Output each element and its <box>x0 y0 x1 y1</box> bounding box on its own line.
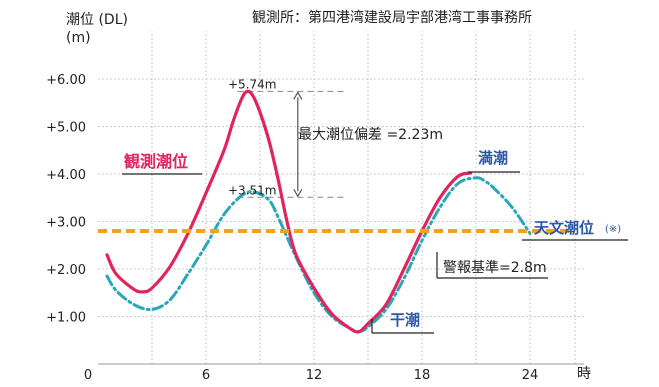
threshold-label: 警報基準=2.8m <box>443 259 547 276</box>
series-line-observed <box>105 89 473 334</box>
y-tick-label: +5.00 <box>46 121 86 136</box>
x-tick-label: 18 <box>414 368 431 383</box>
deviation-arrow-head-bottom <box>293 188 303 198</box>
deviation-arrow-head-top <box>293 91 303 100</box>
x-tick-label: 6 <box>202 368 210 383</box>
series-line-predicted <box>105 176 532 334</box>
deviation-label: 最大潮位偏差 =2.23m <box>298 127 443 143</box>
x-tick-labels: 0 6 12 18 24 <box>84 368 538 383</box>
y-tick-label: +1.00 <box>46 311 86 326</box>
observed-series-label: 観測潮位 <box>124 152 188 171</box>
x-tick-label: 12 <box>306 368 323 383</box>
x-tick-label: 0 <box>84 368 92 383</box>
peak-guides <box>237 90 347 198</box>
x-tick-label: 24 <box>522 368 539 383</box>
low-tide-label: 干潮 <box>390 311 420 329</box>
high-tide-label: 満潮 <box>478 149 508 167</box>
peak-observed-label: +5.74m <box>228 77 276 91</box>
predicted-note: (※) <box>605 224 621 235</box>
y-axis-unit: (m) <box>66 30 91 46</box>
y-tick-label: +2.00 <box>46 263 86 278</box>
y-tick-label: +4.00 <box>46 168 86 183</box>
y-axis-label: 潮位 (DL) <box>66 12 128 28</box>
y-tick-labels: +1.00 +2.00 +3.00 +4.00 +5.00 +6.00 <box>46 73 86 326</box>
series-group <box>105 89 532 334</box>
y-tick-label: +3.00 <box>46 216 86 231</box>
x-axis-unit: 時 <box>577 366 591 382</box>
peak-predicted-label: +3.51m <box>228 183 276 197</box>
predicted-series-label: 天文潮位 <box>534 219 594 237</box>
y-tick-label: +6.00 <box>46 73 86 88</box>
source-note: 観測所：第四港湾建設局宇部港湾工事事務所 <box>252 9 532 26</box>
